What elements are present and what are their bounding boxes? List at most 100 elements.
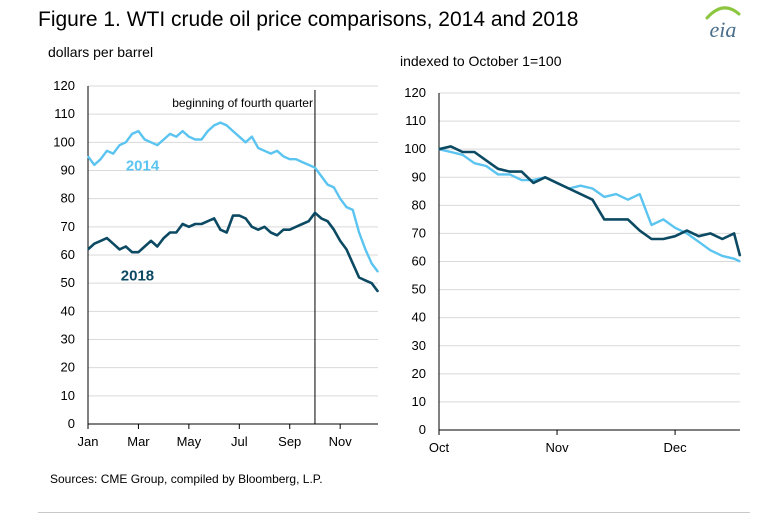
left-series-2014-point bbox=[100, 158, 102, 160]
left-series-2014-point bbox=[213, 124, 215, 127]
left-series-2018-point bbox=[181, 223, 184, 225]
right-series-2018-point bbox=[739, 255, 741, 257]
left-series-2018-point bbox=[358, 276, 360, 279]
right-ytick-label: 50 bbox=[412, 282, 426, 297]
left-series-2014-label: 2014 bbox=[126, 158, 160, 175]
left-ytick-label: 40 bbox=[61, 303, 75, 318]
left-series-2018-point bbox=[112, 243, 114, 245]
left-series-2018-point bbox=[245, 217, 247, 219]
left-series-2018-point bbox=[339, 240, 341, 242]
left-series-2014-point bbox=[169, 133, 171, 135]
right-series-2018-point bbox=[580, 193, 582, 195]
left-series-2014-point bbox=[289, 158, 291, 160]
left-series-2018-point bbox=[106, 237, 108, 239]
left-series-2018-point bbox=[118, 248, 121, 250]
left-series-2014-point bbox=[364, 248, 366, 250]
left-xtick-label: May bbox=[177, 434, 202, 449]
right-series-2014-point bbox=[473, 162, 476, 164]
left-ytick-label: 50 bbox=[61, 275, 75, 290]
left-series-2018-point bbox=[137, 251, 140, 253]
right-series-2014-point bbox=[591, 187, 594, 190]
right-series-2014-point bbox=[698, 241, 700, 243]
right-series-2014-point bbox=[639, 193, 641, 195]
left-ytick-label: 120 bbox=[53, 78, 75, 93]
left-series-2018-point bbox=[314, 212, 316, 214]
right-series-2014-point bbox=[674, 227, 676, 229]
left-series-2018-point bbox=[87, 248, 89, 250]
right-series-2018-point bbox=[615, 218, 617, 220]
left-series-2018-point bbox=[377, 291, 379, 293]
right-series-2018-point bbox=[556, 182, 558, 184]
right-series-2018-point bbox=[721, 238, 723, 240]
left-series-2018-point bbox=[232, 214, 234, 217]
left-series-2018-point bbox=[364, 279, 366, 281]
left-series-2014-point bbox=[377, 271, 379, 273]
source-note: Sources: CME Group, compiled by Bloomber… bbox=[50, 472, 323, 486]
right-series-2018-point bbox=[662, 238, 664, 240]
left-series-2014-point bbox=[125, 141, 127, 143]
left-ytick-label: 0 bbox=[68, 416, 75, 431]
left-series-2014-point bbox=[245, 141, 247, 143]
left-series-2018-point bbox=[150, 240, 152, 242]
right-series-2014-point bbox=[733, 258, 735, 260]
right-series-2018-point bbox=[568, 187, 570, 190]
right-series-2018-point bbox=[650, 238, 653, 240]
left-ytick-label: 10 bbox=[61, 388, 75, 403]
left-series-2018-point bbox=[352, 262, 354, 265]
right-ytick-label: 0 bbox=[419, 422, 426, 437]
left-series-2014-point bbox=[156, 144, 158, 146]
right-xtick-label: Nov bbox=[545, 440, 569, 455]
left-series-2018-point bbox=[308, 220, 310, 222]
left-series-2014-point bbox=[207, 130, 209, 132]
right-series-2018-point bbox=[438, 148, 440, 150]
left-series-2018-point bbox=[188, 226, 190, 228]
right-ytick-label: 120 bbox=[404, 85, 426, 100]
left-series-2014-point bbox=[282, 155, 285, 158]
right-series-2018-point bbox=[639, 230, 641, 232]
left-series-2014-point bbox=[219, 122, 221, 124]
right-series-2018-point bbox=[521, 171, 523, 173]
left-quarter-marker-label: beginning of fourth quarter bbox=[172, 96, 313, 110]
right-series-2014-point bbox=[603, 196, 605, 198]
right-chart-ylabel: indexed to October 1=100 bbox=[400, 53, 562, 69]
right-ytick-label: 110 bbox=[405, 113, 426, 128]
left-chart-ylabel: dollars per barrel bbox=[48, 44, 154, 60]
right-series-2014-point bbox=[532, 179, 535, 181]
right-series-2018-point bbox=[462, 151, 464, 153]
right-series-2018-point bbox=[497, 168, 499, 170]
left-series-2014-point bbox=[270, 153, 272, 155]
left-ytick-label: 60 bbox=[61, 247, 75, 262]
left-series-2014-point bbox=[320, 175, 322, 177]
left-series-2014-point bbox=[314, 167, 316, 169]
chart-title: Figure 1. WTI crude oil price comparison… bbox=[38, 8, 579, 31]
left-series-2018-point bbox=[93, 243, 95, 245]
right-series-2018-point bbox=[709, 232, 712, 235]
left-series-2018-point bbox=[131, 251, 133, 253]
left-series-2014-point bbox=[345, 206, 348, 208]
left-series-2014-point bbox=[118, 144, 121, 146]
left-series-2018-point bbox=[163, 237, 165, 239]
left-series-2018-point bbox=[270, 231, 272, 234]
left-series-2014-point bbox=[194, 138, 196, 141]
right-xtick-label: Dec bbox=[664, 440, 688, 455]
right-series-2014-point bbox=[521, 179, 523, 181]
left-series-2014-point bbox=[232, 130, 234, 132]
left-series-2014-point bbox=[188, 136, 190, 138]
left-series-2014-point bbox=[93, 164, 95, 166]
right-ytick-label: 70 bbox=[412, 225, 426, 240]
left-series-2018-point bbox=[156, 245, 158, 248]
left-series-2014-point bbox=[238, 136, 240, 138]
left-series-2014-point bbox=[175, 136, 177, 138]
left-series-2014-point bbox=[257, 147, 259, 149]
left-series-2018-point bbox=[289, 229, 291, 231]
left-xtick-label: Sep bbox=[278, 434, 301, 449]
left-series-2014-point bbox=[144, 138, 146, 141]
right-ytick-label: 40 bbox=[412, 310, 426, 325]
left-series-2014-point bbox=[352, 209, 354, 211]
left-series-2018-point bbox=[200, 223, 203, 225]
right-series-2018-point bbox=[509, 171, 511, 173]
right-series-2018-point bbox=[450, 145, 452, 147]
right-series-2018-point bbox=[532, 182, 535, 184]
right-series-2014-point bbox=[450, 151, 452, 153]
